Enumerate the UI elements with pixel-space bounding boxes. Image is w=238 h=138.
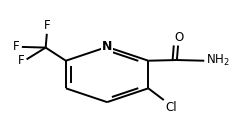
Text: O: O (174, 31, 183, 44)
Text: F: F (18, 54, 24, 67)
Text: N: N (102, 40, 112, 53)
Text: F: F (44, 19, 50, 32)
Text: F: F (13, 40, 20, 53)
Text: NH$_2$: NH$_2$ (206, 53, 230, 68)
Text: Cl: Cl (165, 101, 177, 114)
